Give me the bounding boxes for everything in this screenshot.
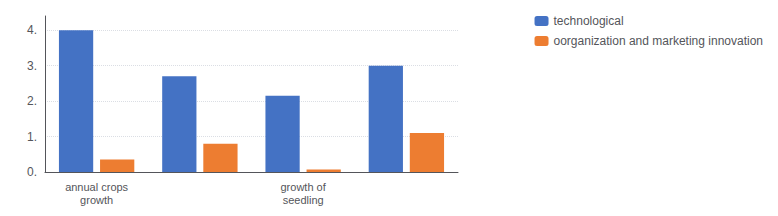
svg-text:1.: 1. [27, 130, 37, 144]
svg-text:2.: 2. [27, 94, 37, 108]
svg-text:annual crops: annual crops [65, 181, 128, 193]
svg-text:oorganization and marketing in: oorganization and marketing innovation [554, 34, 763, 48]
svg-text:growth of: growth of [281, 181, 327, 193]
svg-text:technological: technological [554, 14, 624, 28]
svg-text:growth: growth [80, 194, 113, 206]
svg-text:0.: 0. [27, 165, 37, 179]
svg-text:4.: 4. [27, 23, 37, 37]
svg-text:seedling: seedling [283, 194, 324, 206]
svg-text:3.: 3. [27, 59, 37, 73]
